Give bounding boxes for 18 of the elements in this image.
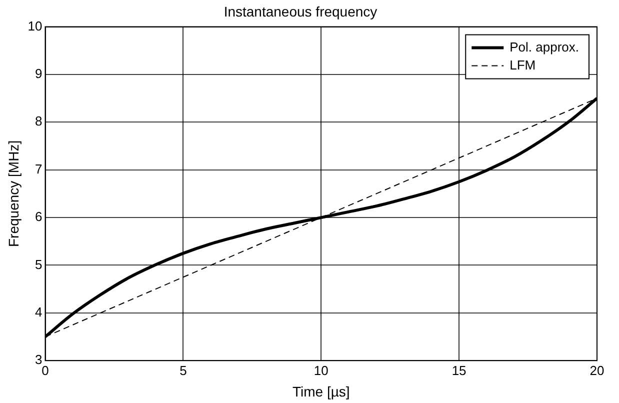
legend-label: Pol. approx. bbox=[510, 39, 579, 54]
x-tick-label: 20 bbox=[590, 362, 604, 378]
x-axis-title: Time [µs] bbox=[292, 383, 350, 400]
y-tick-label: 3 bbox=[35, 352, 42, 368]
y-tick-label: 4 bbox=[35, 304, 42, 320]
y-tick-label: 5 bbox=[35, 256, 42, 272]
x-tick-label: 15 bbox=[452, 362, 466, 378]
legend-label: LFM bbox=[510, 57, 536, 72]
chart-title: Instantaneous frequency bbox=[224, 3, 378, 20]
x-tick-label: 5 bbox=[180, 362, 187, 378]
y-axis-title: Frequency [MHz] bbox=[5, 140, 22, 247]
x-tick-label: 10 bbox=[314, 362, 328, 378]
y-tick-label: 9 bbox=[35, 66, 42, 82]
y-tick-label: 6 bbox=[35, 209, 42, 224]
y-tick-label: 7 bbox=[35, 161, 42, 176]
y-tick-label: 8 bbox=[35, 114, 42, 129]
x-tick-label: 0 bbox=[42, 362, 49, 378]
y-tick-label: 10 bbox=[28, 18, 42, 34]
